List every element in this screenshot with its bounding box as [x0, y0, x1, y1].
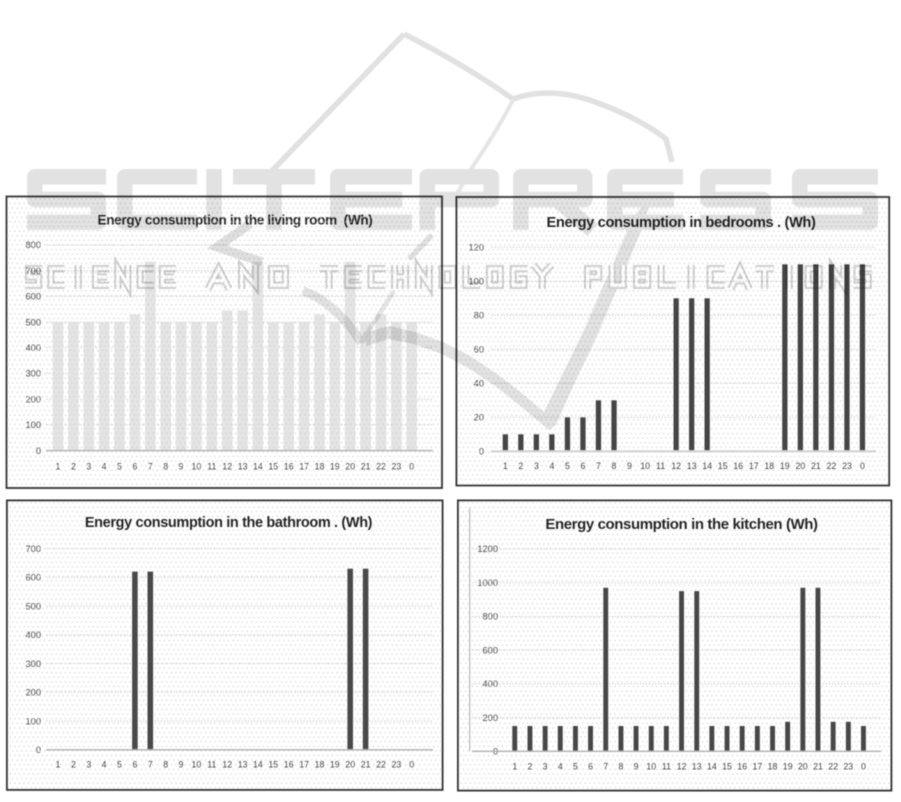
svg-text:12: 12 — [222, 760, 232, 770]
svg-text:14: 14 — [707, 762, 717, 772]
svg-text:21: 21 — [811, 461, 821, 471]
svg-text:11: 11 — [662, 762, 671, 772]
svg-text:20: 20 — [345, 760, 355, 770]
svg-text:18: 18 — [764, 461, 774, 471]
svg-text:16: 16 — [733, 461, 743, 471]
svg-text:9: 9 — [179, 760, 184, 770]
svg-text:22: 22 — [827, 461, 837, 471]
svg-text:5: 5 — [565, 461, 570, 471]
svg-text:Energy consumption in the bath: Energy consumption in the bathroom . (Wh… — [85, 515, 373, 531]
svg-text:13: 13 — [692, 762, 702, 772]
svg-text:4: 4 — [102, 760, 107, 770]
svg-text:17: 17 — [753, 762, 763, 772]
svg-text:8: 8 — [618, 762, 623, 772]
svg-text:6: 6 — [581, 461, 586, 471]
svg-text:2: 2 — [71, 760, 76, 770]
svg-text:22: 22 — [376, 760, 386, 770]
svg-text:2: 2 — [528, 762, 533, 772]
svg-text:21: 21 — [361, 760, 371, 770]
svg-text:16: 16 — [737, 762, 747, 772]
svg-text:10: 10 — [646, 762, 656, 772]
svg-text:3: 3 — [543, 762, 548, 772]
svg-text:1: 1 — [56, 760, 61, 770]
svg-text:20: 20 — [796, 461, 806, 471]
svg-text:4: 4 — [549, 461, 554, 471]
svg-text:0: 0 — [860, 461, 865, 471]
svg-text:5: 5 — [117, 760, 122, 770]
svg-text:19: 19 — [780, 461, 790, 471]
svg-text:21: 21 — [813, 762, 823, 772]
svg-text:7: 7 — [603, 762, 608, 772]
svg-text:9: 9 — [627, 461, 632, 471]
svg-text:7: 7 — [148, 760, 153, 770]
svg-text:1: 1 — [503, 461, 508, 471]
svg-text:0: 0 — [409, 760, 414, 770]
svg-text:19: 19 — [330, 760, 340, 770]
svg-text:8: 8 — [163, 760, 168, 770]
svg-text:18: 18 — [768, 762, 778, 772]
svg-text:17: 17 — [299, 760, 309, 770]
svg-text:2: 2 — [518, 461, 523, 471]
svg-text:10: 10 — [192, 760, 202, 770]
svg-text:15: 15 — [268, 760, 278, 770]
svg-text:Energy consumption in the kitc: Energy consumption in the kitchen (Wh) — [545, 516, 818, 533]
svg-text:8: 8 — [612, 461, 617, 471]
svg-text:4: 4 — [558, 762, 563, 772]
svg-text:14: 14 — [253, 760, 263, 770]
svg-text:5: 5 — [573, 762, 578, 772]
svg-text:6: 6 — [132, 760, 137, 770]
svg-text:11: 11 — [207, 760, 216, 770]
svg-text:3: 3 — [534, 461, 539, 471]
svg-text:23: 23 — [842, 461, 852, 471]
svg-text:19: 19 — [783, 762, 793, 772]
svg-text:12: 12 — [671, 461, 681, 471]
svg-text:22: 22 — [828, 762, 838, 772]
svg-text:15: 15 — [718, 461, 728, 471]
svg-text:1: 1 — [512, 762, 517, 772]
svg-text:13: 13 — [687, 461, 697, 471]
svg-text:6: 6 — [588, 762, 593, 772]
svg-text:9: 9 — [634, 762, 639, 772]
svg-text:15: 15 — [722, 762, 732, 772]
svg-text:12: 12 — [677, 762, 687, 772]
svg-text:23: 23 — [392, 760, 402, 770]
svg-text:14: 14 — [702, 461, 712, 471]
svg-text:11: 11 — [656, 461, 665, 471]
svg-text:16: 16 — [284, 760, 294, 770]
svg-text:10: 10 — [640, 461, 650, 471]
svg-text:23: 23 — [843, 762, 853, 772]
svg-text:7: 7 — [596, 461, 601, 471]
svg-text:3: 3 — [86, 760, 91, 770]
svg-text:18: 18 — [315, 760, 325, 770]
svg-text:13: 13 — [238, 760, 248, 770]
svg-text:0: 0 — [861, 762, 866, 772]
svg-text:20: 20 — [798, 762, 808, 772]
svg-text:17: 17 — [749, 461, 759, 471]
